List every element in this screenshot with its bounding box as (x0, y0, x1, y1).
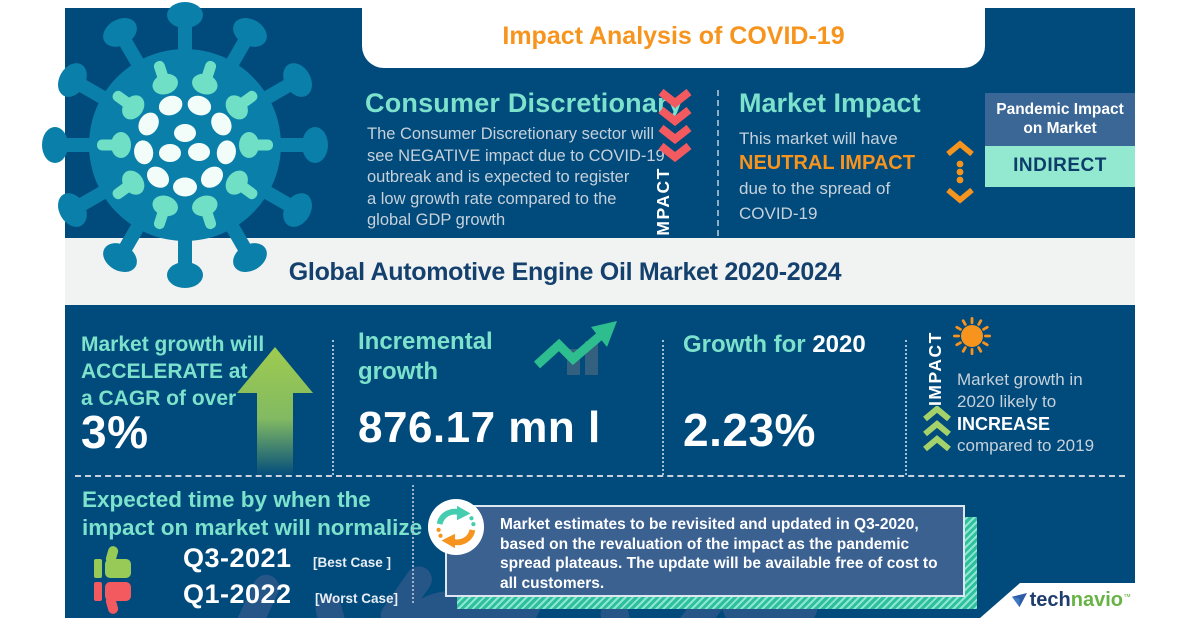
normalize-line: impact on market will normalize (82, 515, 423, 540)
stat-divider (332, 340, 334, 475)
growth-arrow-icon (237, 347, 313, 477)
content-area: Impact Analysis of COVID-19 Consumer Dis… (42, 0, 1135, 618)
sector-line: outbreak and is expected to register (367, 168, 630, 186)
negative-impact-chevrons-icon (658, 88, 692, 163)
coronavirus-illustration (42, 2, 328, 288)
increase-chevrons-icon (923, 406, 951, 452)
incremental-growth-value: 876.17 mn l (358, 403, 601, 452)
neutral-impact-arrows-icon (946, 140, 974, 204)
impact-2020-description: Market growth in 2020 likely to INCREASE… (957, 369, 1094, 457)
sector-line: see NEGATIVE impact due to COVID-19 (367, 146, 665, 165)
virus-sun-icon (953, 317, 991, 355)
market-impact-line: This market will have (739, 129, 898, 148)
incremental-line: growth (358, 358, 438, 385)
note-box: Market estimates to be revisited and upd… (445, 505, 965, 597)
update-refresh-icon (427, 498, 485, 556)
thumbs-up-icon (94, 546, 131, 578)
cagr-line: a CAGR of over (81, 387, 237, 410)
market-impact-description: This market will have NEUTRAL IMPACT due… (739, 126, 915, 226)
pandemic-impact-badge: Pandemic Impact on Market INDIRECT (985, 93, 1135, 187)
section-divider-dashed (75, 475, 1125, 477)
column-divider (717, 90, 719, 236)
impact-line: compared to 2019 (957, 436, 1095, 455)
sector-line: a low growth rate compared to the (367, 189, 617, 208)
growth-label: Growth for (683, 331, 813, 358)
worst-case-label: [Worst Case] (315, 591, 399, 606)
impact-line: Market growth in (957, 370, 1083, 389)
market-impact-title: Market Impact (739, 88, 921, 118)
growth-2020-heading: Growth for 2020 (683, 331, 866, 359)
market-title: Global Automotive Engine Oil Market 2020… (288, 258, 842, 286)
sector-description: The Consumer Discretionary sector will s… (367, 124, 665, 232)
impact-vertical-label: IMPACT (653, 167, 673, 242)
market-impact-line: due to the spread of (739, 179, 891, 198)
normalize-note-divider (412, 485, 414, 603)
cagr-line: ACCELERATE at (81, 360, 248, 383)
logo-text-tech: tech (1029, 589, 1071, 611)
sector-line: global GDP growth (367, 211, 506, 229)
page-title: Impact Analysis of COVID-19 (502, 22, 845, 50)
incremental-line: Incremental (358, 328, 493, 355)
normalize-heading: Expected time by when the impact on mark… (82, 486, 422, 542)
market-impact-line: COVID-19 (739, 204, 818, 223)
trend-up-icon (533, 321, 617, 375)
growth-year: 2020 (812, 331, 866, 358)
cagr-line: Market growth will (81, 333, 265, 356)
thumbs-down-icon (94, 582, 131, 614)
pandemic-badge-value: INDIRECT (985, 146, 1135, 187)
sector-line: The Consumer Discretionary sector will (367, 125, 655, 143)
technavio-arrow-icon (1011, 593, 1027, 608)
worst-case-value: Q1-2022 (183, 579, 292, 609)
stat-divider (662, 340, 664, 475)
cagr-heading: Market growth will ACCELERATE at a CAGR … (81, 331, 264, 412)
incremental-growth-heading: Incremental growth (358, 327, 493, 387)
impact-vertical-label: IMPACT (925, 331, 945, 406)
normalize-line: Expected time by when the (82, 487, 371, 512)
best-case-label: [Best Case ] (313, 555, 392, 570)
neutral-impact-highlight: NEUTRAL IMPACT (739, 152, 915, 174)
growth-2020-value: 2.23% (683, 404, 816, 456)
title-banner: Impact Analysis of COVID-19 (362, 0, 985, 68)
bottom-section: Market growth will ACCELERATE at a CAGR … (65, 305, 1135, 618)
impact-line: 2020 likely to (957, 392, 1057, 411)
logo-trademark: ™ (1123, 592, 1131, 602)
stat-divider (905, 340, 907, 475)
pandemic-badge-title: Pandemic Impact on Market (985, 93, 1135, 146)
logo-text-navio: navio (1070, 589, 1123, 611)
cagr-value: 3% (81, 406, 149, 458)
sector-title: Consumer Discretionary (365, 88, 683, 118)
note-text: Market estimates to be revisited and upd… (500, 516, 938, 592)
best-case-value: Q3-2021 (183, 543, 292, 573)
increase-highlight: INCREASE (957, 414, 1051, 434)
